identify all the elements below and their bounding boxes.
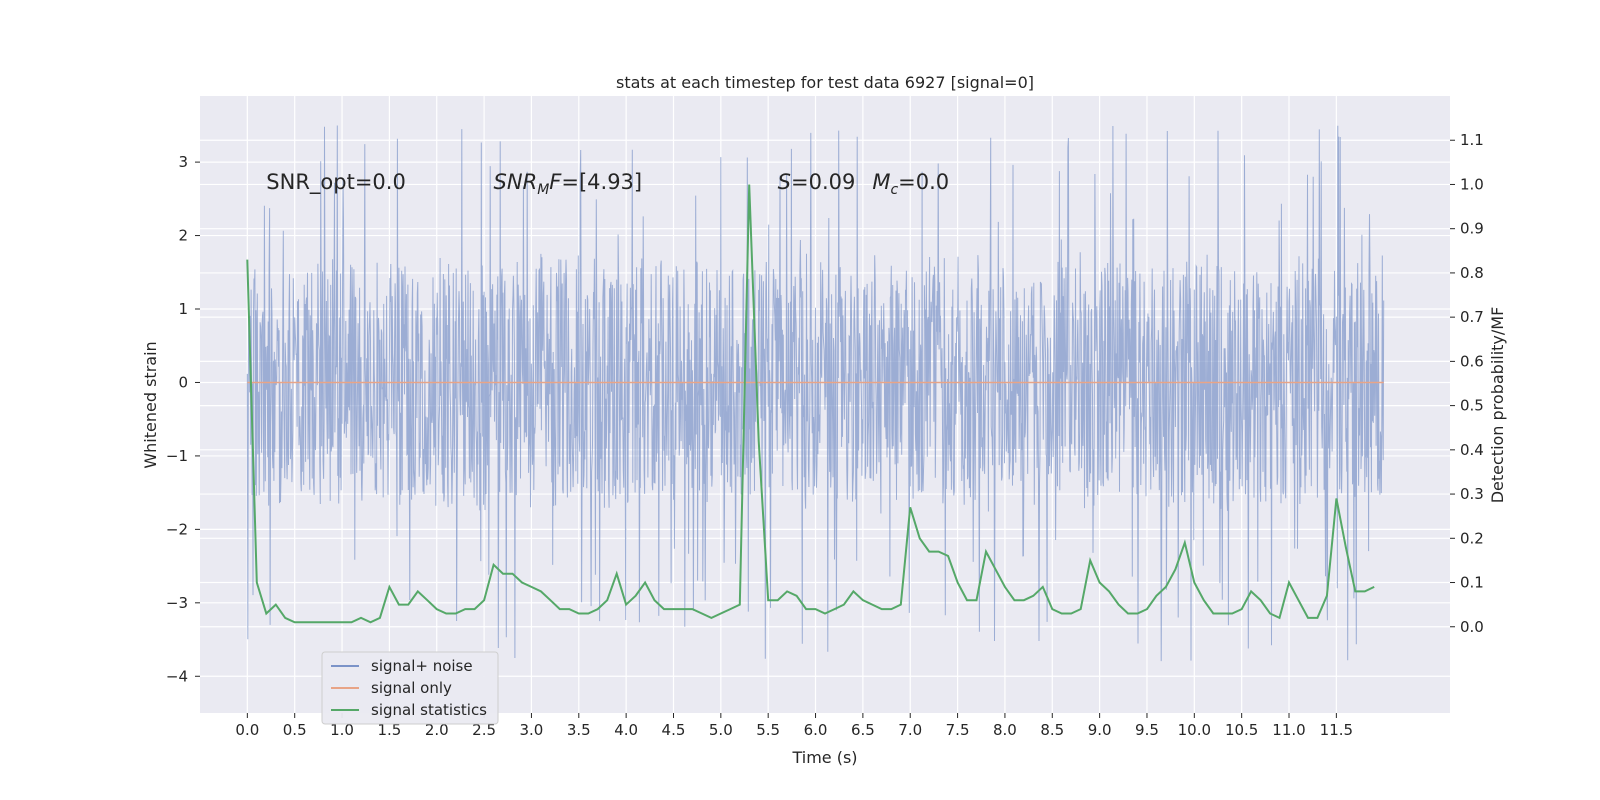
x-tick-label-8: 4.0 <box>614 721 638 739</box>
y2-tick-label-2: 0.9 <box>1460 220 1484 238</box>
legend-label-signal-statistics: signal statistics <box>371 701 487 719</box>
x-tick-label-23: 11.5 <box>1320 721 1353 739</box>
legend-label-signal-noise: signal+ noise <box>371 657 473 675</box>
legend-label-signal-only: signal only <box>371 679 452 697</box>
chart-title: stats at each timestep for test data 692… <box>616 73 1034 92</box>
annotations: SNR_opt=0.0 SNRMF=[4.93] S=0.09 Mc=0.0 <box>266 170 949 198</box>
x-tick-label-6: 3.0 <box>520 721 544 739</box>
annotation-3: Mc=0.0 <box>872 170 949 198</box>
y-tick-label-6: −3 <box>166 594 188 612</box>
x-tick-label-20: 10.0 <box>1178 721 1211 739</box>
y-axis-label: Whitened strain <box>141 341 160 468</box>
y2-tick-label-4: 0.7 <box>1460 308 1484 326</box>
y2-tick-label-5: 0.6 <box>1460 352 1484 370</box>
x-tick-label-3: 1.5 <box>377 721 401 739</box>
x-tick-label-16: 8.0 <box>993 721 1017 739</box>
series-signal-noise <box>246 125 1385 662</box>
x-tick-label-4: 2.0 <box>425 721 449 739</box>
x-tick-label-11: 5.5 <box>756 721 780 739</box>
x-tick-label-13: 6.5 <box>851 721 875 739</box>
y2-axis-label: Detection probability/MF <box>1488 307 1507 504</box>
y-tick-label-0: 3 <box>178 153 188 171</box>
y-tick-label-2: 1 <box>178 300 188 318</box>
x-axis-ticks: 0.0 0.5 1.0 1.5 2.0 2.5 3.0 3.5 4.0 4.5 5.0 5.5 6.0 6… <box>235 713 1353 739</box>
x-tick-label-2: 1.0 <box>330 721 354 739</box>
annotation-1: SNRMF=[4.93] <box>494 170 643 198</box>
x-tick-label-14: 7.0 <box>898 721 922 739</box>
x-tick-label-5: 2.5 <box>472 721 496 739</box>
x-tick-label-1: 0.5 <box>283 721 307 739</box>
y2-tick-label-7: 0.4 <box>1460 441 1484 459</box>
annotation-2: S=0.09 <box>778 170 856 194</box>
x-tick-label-18: 9.0 <box>1088 721 1112 739</box>
y-tick-label-3: 0 <box>178 373 188 391</box>
x-tick-label-21: 10.5 <box>1225 721 1258 739</box>
y2-tick-label-0: 1.1 <box>1460 131 1484 149</box>
y-tick-label-1: 2 <box>178 227 188 245</box>
x-tick-label-15: 7.5 <box>946 721 970 739</box>
y2-tick-label-6: 0.5 <box>1460 397 1484 415</box>
y-axis-ticks: 3 2 1 0 −1 −2 −3 −4 <box>166 153 200 685</box>
y2-axis-ticks: 1.1 1.0 0.9 0.8 0.7 0.6 0.5 0.4 0.3 0.2 0.1 0.0 <box>1450 131 1484 636</box>
series-signal-statistics <box>246 184 1375 624</box>
y2-tick-label-9: 0.2 <box>1460 529 1484 547</box>
x-tick-label-17: 8.5 <box>1040 721 1064 739</box>
legend-box <box>321 651 499 725</box>
x-tick-label-0: 0.0 <box>235 721 259 739</box>
y-tick-label-7: −4 <box>166 667 188 685</box>
y2-tick-label-8: 0.3 <box>1460 485 1484 503</box>
signal-statistics-line <box>246 184 1375 624</box>
x-tick-label-19: 9.5 <box>1135 721 1159 739</box>
x-axis-label: Time (s) <box>791 748 857 767</box>
y2-tick-label-10: 0.1 <box>1460 574 1484 592</box>
y2-tick-label-3: 0.8 <box>1460 264 1484 282</box>
x-tick-label-10: 5.0 <box>709 721 733 739</box>
x-tick-label-9: 4.5 <box>662 721 686 739</box>
y-tick-label-4: −1 <box>166 447 188 465</box>
y2-tick-label-1: 1.0 <box>1460 175 1484 193</box>
y-tick-label-5: −2 <box>166 520 188 538</box>
noise-trace <box>246 125 1385 662</box>
x-tick-label-12: 6.0 <box>804 721 828 739</box>
x-tick-label-22: 11.0 <box>1272 721 1305 739</box>
annotation-0: SNR_opt=0.0 <box>266 170 406 195</box>
y2-tick-label-11: 0.0 <box>1460 618 1484 636</box>
legend: signal+ noise signal only signal statist… <box>321 651 499 725</box>
x-tick-label-7: 3.5 <box>567 721 591 739</box>
